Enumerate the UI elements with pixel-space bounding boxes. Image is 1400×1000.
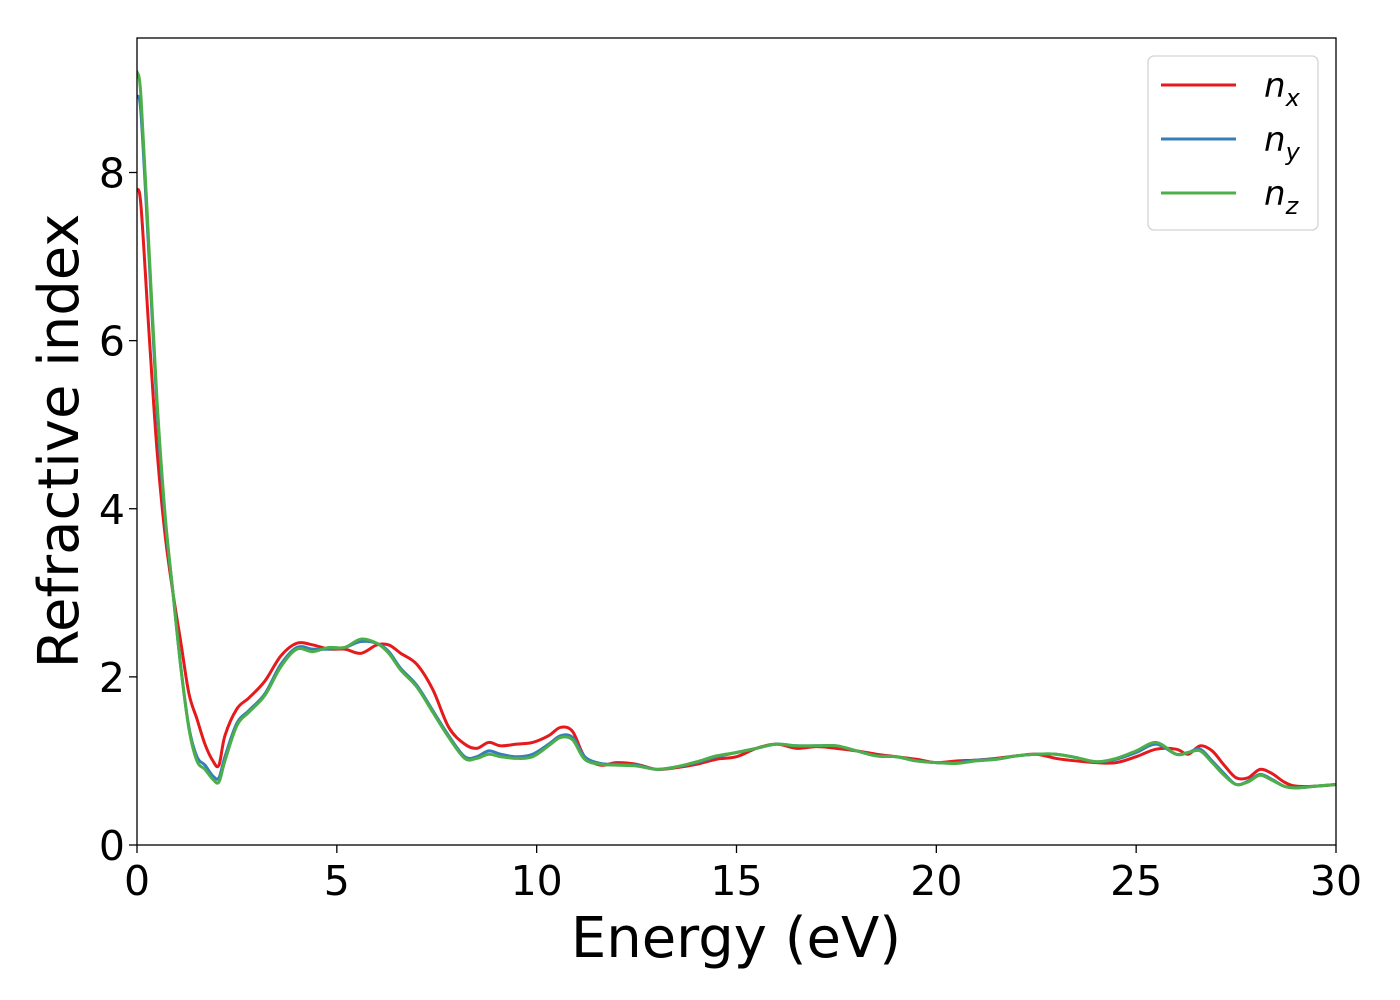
- x-axis-ticks: 0 5 10 15 20 25 30: [124, 845, 1362, 905]
- x-tick-label: 0: [124, 857, 150, 905]
- y-tick-label: 4: [99, 486, 125, 534]
- y-tick-label: 0: [99, 822, 125, 870]
- y-tick-label: 6: [99, 318, 125, 366]
- legend-box: [1147, 55, 1319, 231]
- series-layer: [137, 70, 1336, 790]
- x-tick-label: 30: [1310, 857, 1362, 905]
- x-tick-label: 5: [324, 857, 350, 905]
- x-tick-label: 25: [1110, 857, 1162, 905]
- legend-label: nx: [1264, 66, 1301, 112]
- y-tick-label: 2: [99, 654, 125, 702]
- x-tick-label: 15: [710, 857, 762, 905]
- y-axis-title: Refractive index: [27, 214, 92, 669]
- x-tick-label: 20: [910, 857, 962, 905]
- series-line-n-x: [137, 187, 1336, 789]
- y-tick-label: 8: [99, 150, 125, 198]
- y-axis-ticks: 0 2 4 6 8: [99, 150, 137, 870]
- x-axis-title: Energy (eV): [571, 906, 901, 971]
- x-tick-label: 10: [511, 857, 563, 905]
- legend-label: ny: [1264, 120, 1301, 166]
- series-line-n-z: [137, 70, 1336, 790]
